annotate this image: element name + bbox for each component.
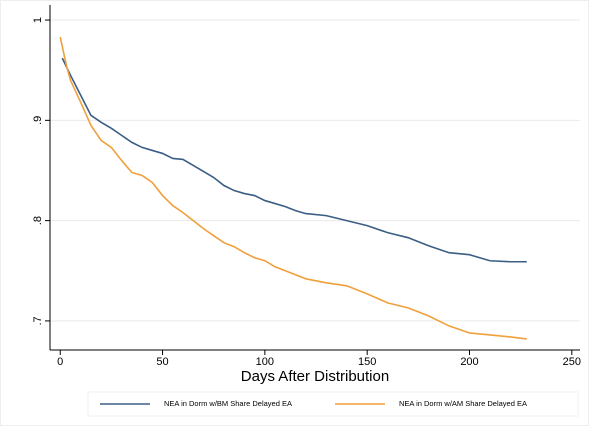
legend-label: NEA in Dorm w/BM Share Delayed EA: [164, 399, 292, 408]
legend-box: [87, 391, 579, 417]
x-tick-label: 200: [460, 356, 478, 368]
legend-label: NEA in Dorm w/AM Share Delayed EA: [399, 399, 527, 408]
x-tick-label: 0: [57, 356, 63, 368]
x-tick-label: 150: [358, 356, 376, 368]
x-axis-label: Days After Distribution: [241, 368, 389, 385]
series-line: [59, 36, 527, 340]
y-tick-label: .7: [32, 316, 44, 325]
x-tick-label: 50: [156, 356, 168, 368]
y-tick-label: .9: [32, 116, 44, 125]
y-tick-label: .8: [32, 216, 44, 225]
x-tick-label: 100: [256, 356, 274, 368]
y-tick-label: 1: [32, 17, 44, 23]
series-line: [61, 57, 527, 263]
x-tick-label: 250: [563, 356, 581, 368]
